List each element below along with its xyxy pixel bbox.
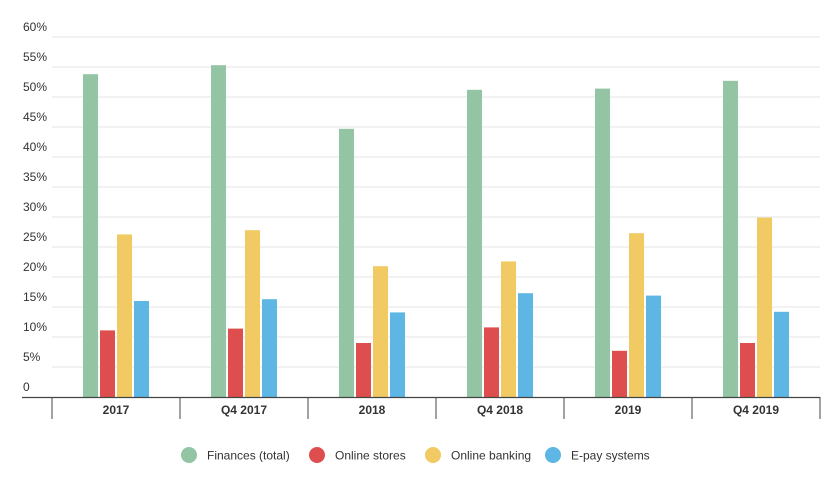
bar-online-banking-2019 (629, 233, 644, 397)
x-tick-label: 2018 (359, 403, 386, 417)
x-axis-ticks: 2017 Q4 2017 2018 Q4 2018 2019 Q4 2019 (103, 403, 780, 417)
bar-e-pay-systems-2019 (646, 295, 661, 397)
bar-online-stores-q4-2017 (228, 328, 243, 397)
legend-swatch (545, 447, 561, 463)
y-axis-ticks: 0 5% 10% 15% 20% 25% 30% 35% 40% 45% 50% 55% 60% (23, 20, 47, 394)
y-tick-label: 45% (23, 110, 47, 124)
x-tick-label: Q4 2019 (733, 403, 779, 417)
bar-online-stores-q4-2018 (484, 327, 499, 397)
bar-online-stores-2017 (100, 330, 115, 397)
legend-swatch (309, 447, 325, 463)
y-tick-label: 25% (23, 230, 47, 244)
legend-label: Online stores (335, 449, 406, 463)
gridlines (52, 36, 820, 368)
bar-online-banking-q4-2019 (757, 217, 772, 397)
y-tick-label: 0 (23, 380, 30, 394)
bar-online-stores-2018 (356, 343, 371, 397)
legend-label: Online banking (451, 449, 531, 463)
bar-online-stores-q4-2019 (740, 343, 755, 397)
bar-finances-total-q4-2019 (723, 80, 738, 398)
bar-online-banking-2017 (117, 234, 132, 397)
bar-e-pay-systems-2017 (134, 301, 149, 397)
legend-swatch (181, 447, 197, 463)
legend: Finances (total) Online stores Online bank… (181, 447, 650, 463)
x-tick-label: Q4 2018 (477, 403, 523, 417)
y-tick-label: 35% (23, 170, 47, 184)
y-tick-label: 15% (23, 290, 47, 304)
y-tick-label: 40% (23, 140, 47, 154)
bar-online-banking-q4-2017 (245, 230, 260, 397)
legend-item[interactable]: Online stores (309, 447, 406, 463)
x-tick-label: Q4 2017 (221, 403, 267, 417)
y-tick-label: 60% (23, 20, 47, 34)
y-tick-label: 55% (23, 50, 47, 64)
legend-item[interactable]: E-pay systems (545, 447, 650, 463)
bar-online-banking-q4-2018 (501, 261, 516, 397)
y-tick-label: 50% (23, 80, 47, 94)
bars (83, 65, 789, 398)
bar-online-banking-2018 (373, 266, 388, 397)
x-tick-label: 2019 (615, 403, 642, 417)
y-tick-label: 20% (23, 260, 47, 274)
bar-finances-total-q4-2017 (211, 65, 226, 397)
bar-e-pay-systems-q4-2018 (518, 293, 533, 397)
bar-e-pay-systems-q4-2017 (262, 299, 277, 397)
legend-swatch (425, 447, 441, 463)
bar-finances-total-2019 (595, 88, 610, 397)
bar-online-stores-2019 (612, 350, 627, 397)
bar-e-pay-systems-2018 (390, 312, 405, 397)
legend-label: E-pay systems (571, 449, 650, 463)
y-tick-label: 10% (23, 320, 47, 334)
legend-item[interactable]: Online banking (425, 447, 531, 463)
legend-label: Finances (total) (207, 449, 290, 463)
bar-finances-total-2018 (339, 128, 354, 398)
y-tick-label: 30% (23, 200, 47, 214)
x-axis (22, 396, 821, 419)
bar-finances-total-2017 (83, 74, 98, 397)
x-tick-label: 2017 (103, 403, 130, 417)
bar-e-pay-systems-q4-2019 (774, 311, 789, 397)
bar-finances-total-q4-2018 (467, 89, 482, 398)
y-tick-label: 5% (23, 350, 41, 364)
legend-item[interactable]: Finances (total) (181, 447, 290, 463)
